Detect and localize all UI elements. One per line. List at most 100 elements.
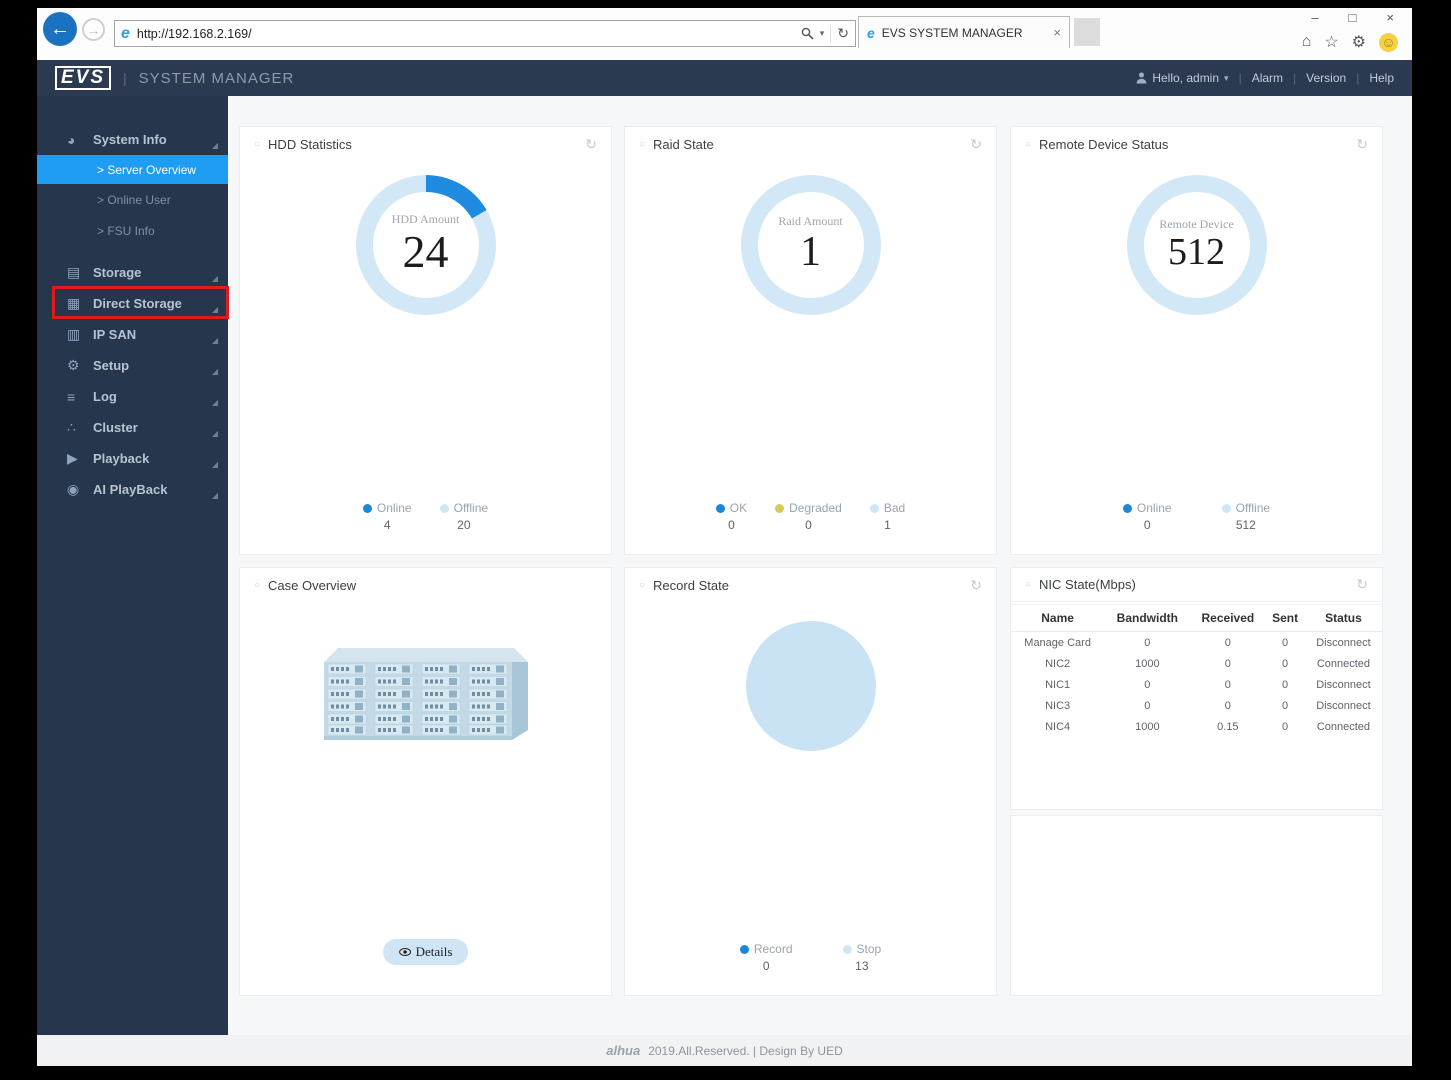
raid-amount-value: 1 — [800, 229, 821, 276]
dahua-logo: alhua — [606, 1043, 641, 1058]
close-button[interactable]: × — [1386, 10, 1394, 25]
storage-icon: ▤ — [67, 264, 81, 280]
maximize-button[interactable]: □ — [1348, 10, 1357, 25]
panel-title: Remote Device Status — [1039, 136, 1169, 152]
ai-playback-icon: ◉ — [67, 481, 80, 497]
sidebar-item-direct-storage[interactable]: ▦ Direct Storage ◢ — [67, 295, 218, 314]
expand-corner-icon: ◢ — [211, 274, 218, 283]
status-badge: Disconnect — [1316, 678, 1371, 691]
forward-button[interactable]: → — [82, 18, 105, 41]
status-badge: Disconnect — [1316, 699, 1371, 712]
expand-corner-icon: ◢ — [211, 336, 218, 345]
sidebar-subitem-fsu-info[interactable]: > FSU Info — [97, 223, 155, 238]
address-bar[interactable]: e http://192.168.2.169/ ▾ ↻ — [114, 20, 856, 47]
legend-dot-record — [739, 944, 749, 954]
sidebar-item-system-info[interactable]: ◕ System Info ◢ — [67, 131, 218, 151]
sidebar-item-log[interactable]: ≡ Log ◢ — [67, 388, 218, 408]
hdd-amount-value: 24 — [402, 226, 449, 278]
panel-case-overview: ○ Case Overview — [239, 567, 612, 996]
alarm-link[interactable]: Alarm — [1251, 71, 1284, 85]
raid-legend: OK 0 Degraded 0 Bad 1 — [625, 501, 996, 532]
dashboard: ○ HDD Statistics ↻ HDD Amount 24 Online 4… — [228, 96, 1412, 1035]
app-footer: alhua 2019.All.Reserved. | Design By UED — [37, 1035, 1412, 1066]
browser-chrome: ← → e http://192.168.2.169/ ▾ ↻ e EVS SY… — [37, 8, 1412, 60]
help-link[interactable]: Help — [1369, 71, 1394, 85]
app-title: SYSTEM MANAGER — [138, 69, 295, 87]
legend-dot-online — [1122, 503, 1132, 513]
favorites-star-icon[interactable]: ☆ — [1324, 34, 1339, 51]
panel-title: NIC State(Mbps) — [1039, 577, 1136, 592]
user-menu[interactable]: Hello, admin ▾ — [1136, 71, 1229, 85]
app-header: EVS | SYSTEM MANAGER Hello, admin ▾ | Al… — [37, 60, 1412, 96]
feedback-smiley-icon[interactable]: ☺ — [1379, 32, 1398, 52]
legend-dot-bad — [869, 503, 879, 513]
panel-bullet-icon: ○ — [1025, 579, 1032, 590]
eye-icon — [398, 948, 411, 956]
raid-donut-chart: Raid Amount 1 — [740, 175, 881, 315]
col-name: Name — [1011, 604, 1105, 632]
home-icon[interactable]: ⌂ — [1301, 33, 1312, 50]
panel-title: Record State — [653, 577, 729, 593]
panel-bullet-icon: ○ — [639, 579, 646, 591]
refresh-icon[interactable]: ↻ — [585, 135, 597, 152]
direct-storage-icon: ▦ — [67, 295, 81, 311]
panel-title: Raid State — [653, 136, 714, 152]
panel-title: HDD Statistics — [268, 136, 352, 152]
refresh-page-icon[interactable]: ↻ — [837, 25, 849, 41]
playback-icon: ▶ — [67, 450, 78, 466]
annotation-highlight-direct-storage — [52, 286, 229, 319]
sidebar-subitem-online-user[interactable]: > Online User — [97, 192, 171, 207]
panel-bullet-icon: ○ — [639, 138, 646, 150]
panel-hdd-statistics: ○ HDD Statistics ↻ HDD Amount 24 Online 4… — [239, 126, 612, 555]
details-button[interactable]: Details — [382, 939, 469, 965]
sidebar-item-storage[interactable]: ▤ Storage ◢ — [67, 264, 218, 283]
expand-corner-icon: ◢ — [211, 429, 218, 438]
record-pie-chart — [745, 621, 876, 751]
panel-bullet-icon: ○ — [1025, 138, 1032, 150]
browser-window: ← → e http://192.168.2.169/ ▾ ↻ e EVS SY… — [37, 8, 1412, 1066]
sidebar-subitem-server-overview[interactable]: > Server Overview — [37, 155, 228, 184]
ie-icon: e — [121, 24, 130, 42]
back-icon: ← — [50, 17, 70, 40]
sidebar-item-ip-san[interactable]: ▥ IP SAN ◢ — [67, 326, 218, 345]
version-link[interactable]: Version — [1306, 71, 1347, 85]
refresh-icon[interactable]: ↻ — [970, 576, 982, 593]
tab-title: EVS SYSTEM MANAGER — [881, 25, 1023, 40]
remote-donut-chart: Remote Device 512 — [1126, 175, 1267, 315]
evs-logo: EVS — [55, 66, 112, 90]
expand-corner-icon: ◢ — [211, 141, 218, 150]
panel-empty — [1010, 815, 1383, 996]
user-caret-icon: ▾ — [1224, 72, 1229, 83]
table-row: NIC3 0 0 0 Disconnect — [1011, 695, 1382, 716]
table-row: NIC1 0 0 0 Disconnect — [1011, 674, 1382, 695]
sidebar-item-playback[interactable]: ▶ Playback ◢ — [67, 450, 218, 469]
refresh-icon[interactable]: ↻ — [1356, 135, 1368, 152]
tab-close-icon[interactable]: × — [1053, 25, 1061, 40]
settings-gear-icon[interactable]: ⚙ — [1351, 34, 1366, 51]
record-legend: Record 0 Stop 13 — [625, 942, 996, 973]
minimize-button[interactable]: – — [1311, 10, 1319, 25]
log-icon: ≡ — [67, 388, 76, 405]
search-dropdown-icon[interactable]: ▾ — [819, 28, 825, 38]
browser-tab[interactable]: e EVS SYSTEM MANAGER × — [858, 16, 1070, 48]
search-icon[interactable] — [801, 27, 814, 40]
new-tab-button[interactable] — [1074, 18, 1100, 46]
status-badge: Disconnect — [1316, 636, 1371, 649]
sidebar-item-setup[interactable]: ⚙ Setup ◢ — [67, 357, 218, 376]
system-info-icon: ◕ — [67, 131, 76, 148]
url-input[interactable]: http://192.168.2.169/ — [136, 26, 252, 41]
expand-corner-icon: ◢ — [211, 305, 218, 314]
refresh-icon[interactable]: ↻ — [970, 135, 982, 152]
back-button[interactable]: ← — [43, 12, 77, 46]
panel-raid-state: ○ Raid State ↻ Raid Amount 1 OK 0 Degrade… — [624, 126, 997, 555]
sidebar-item-ai-playback[interactable]: ◉ AI PlayBack ◢ — [67, 481, 218, 500]
sidebar-item-cluster[interactable]: ∴ Cluster ◢ — [67, 419, 218, 438]
refresh-icon[interactable]: ↻ — [1356, 576, 1368, 592]
header-divider: | — [123, 70, 127, 86]
user-greeting: Hello, admin — [1152, 71, 1220, 85]
legend-dot-online — [362, 503, 372, 513]
nic-table: Name Bandwidth Received Sent Status Mana… — [1011, 604, 1382, 737]
status-badge: Connected — [1316, 720, 1371, 733]
expand-corner-icon: ◢ — [211, 491, 218, 500]
panel-title: Case Overview — [268, 577, 357, 593]
